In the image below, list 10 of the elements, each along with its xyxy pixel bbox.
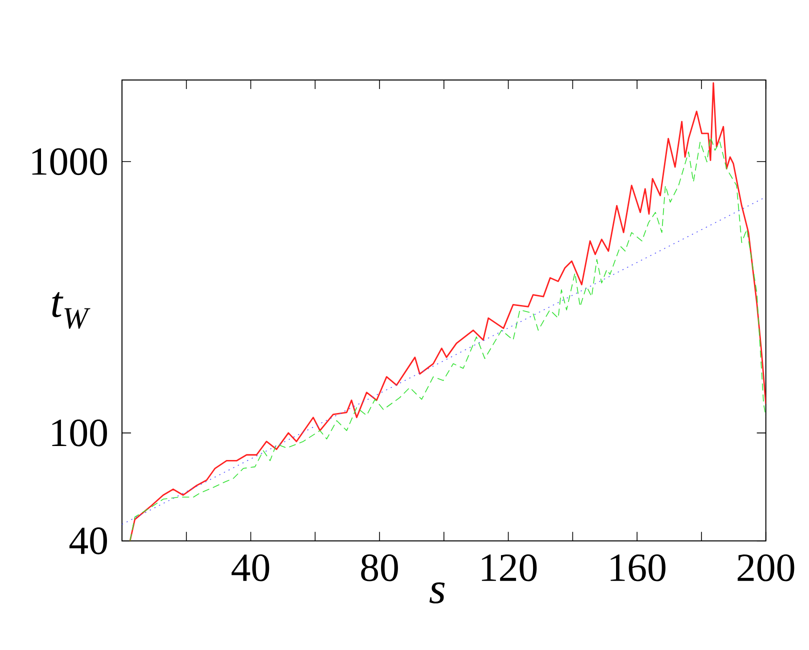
x-tick-label: 40 <box>232 554 270 582</box>
x-axis-title: s <box>429 582 445 604</box>
y-tick-label: 40 <box>69 528 107 554</box>
y-axis-title: t$_{W}$ <box>52 292 90 329</box>
y-tick-label: 1000 <box>32 148 107 176</box>
x-tick-label: 80 <box>361 554 398 582</box>
y-tick-label: 100 <box>52 420 107 446</box>
x-tick-label: 160 <box>610 554 666 582</box>
x-tick-label: 200 <box>738 554 794 582</box>
x-tick-label: 120 <box>482 554 537 582</box>
